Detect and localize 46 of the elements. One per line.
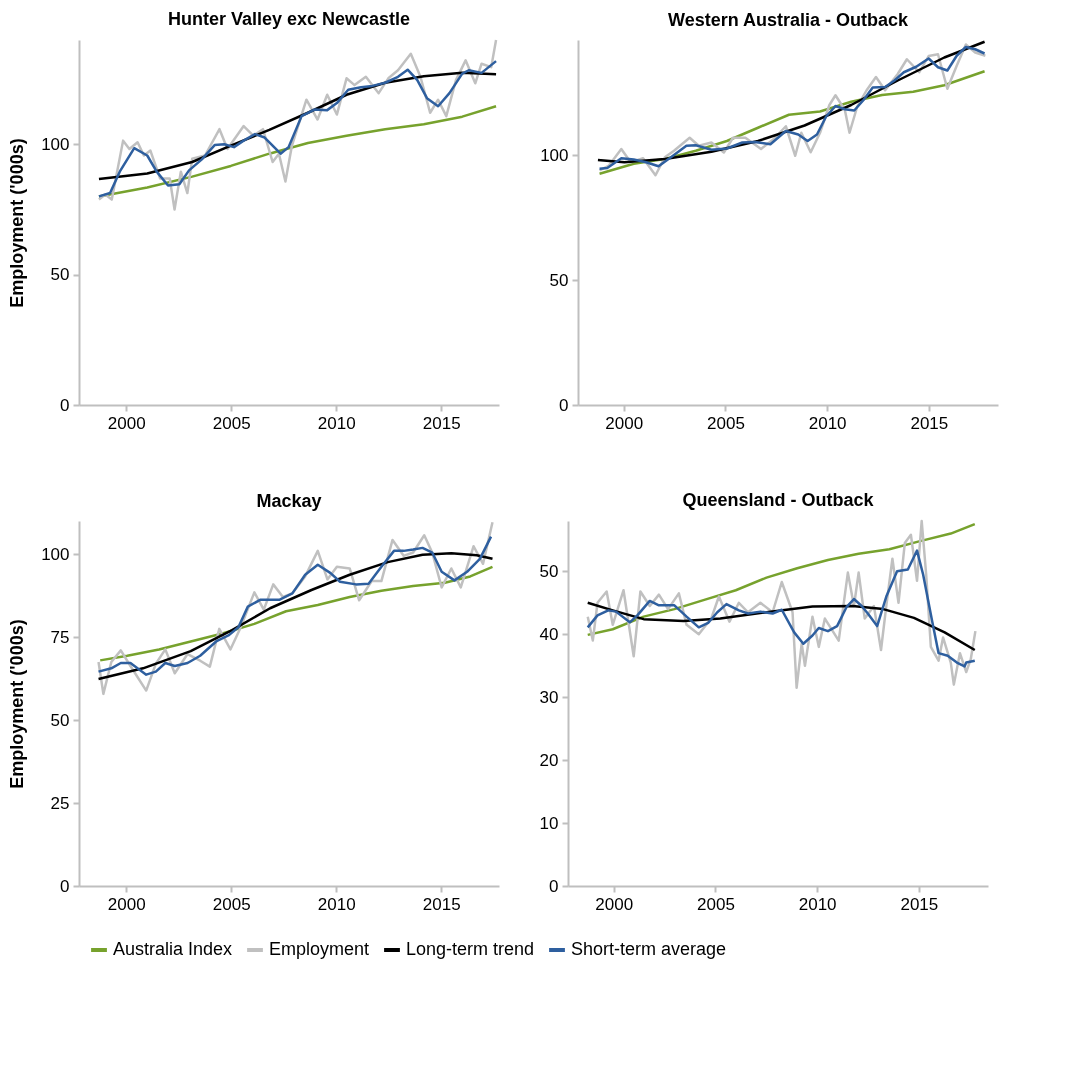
chart-title: Western Australia - Outback	[667, 10, 910, 30]
x-tick-label: 2015	[910, 413, 949, 433]
x-tick-label: 2005	[212, 894, 251, 914]
y-tick-label: 0	[549, 876, 559, 896]
y-tick-label: 0	[60, 876, 70, 896]
legend-label: Employment	[269, 939, 370, 959]
y-tick-label: 50	[549, 270, 569, 290]
y-tick-label: 100	[41, 544, 70, 564]
y-tick-label: 50	[50, 265, 70, 285]
y-tick-label: 10	[539, 813, 559, 833]
x-tick-label: 2000	[605, 413, 644, 433]
x-tick-label: 2005	[697, 894, 735, 914]
line-series	[586, 549, 977, 668]
legend-label: Long-term trend	[406, 939, 535, 959]
y-tick-label: 0	[559, 395, 569, 415]
x-tick-label: 2015	[900, 894, 939, 914]
y-tick-label: 100	[540, 145, 569, 165]
y-tick-label: 50	[539, 561, 559, 581]
x-tick-label: 2015	[422, 413, 461, 433]
x-tick-label: 2000	[107, 413, 146, 433]
legend-label: Australia Index	[113, 939, 233, 959]
x-tick-label: 2010	[317, 413, 356, 433]
y-tick-label: 20	[539, 750, 559, 770]
x-tick-label: 2015	[422, 894, 461, 914]
x-tick-label: 2005	[212, 413, 251, 433]
x-tick-label: 2000	[107, 894, 146, 914]
x-tick-label: 2000	[595, 894, 634, 914]
y-tick-label: 30	[539, 687, 559, 707]
legend-label: Short-term average	[571, 939, 727, 959]
x-tick-label: 2010	[808, 413, 847, 433]
y-tick-label: 25	[50, 793, 70, 813]
x-tick-label: 2010	[317, 894, 356, 914]
x-tick-label: 2005	[707, 413, 745, 433]
y-axis-title: Employment ('000s)	[7, 619, 28, 789]
y-tick-label: 100	[41, 134, 70, 154]
y-tick-label: 75	[50, 627, 70, 647]
line-series	[586, 522, 977, 637]
y-axis-title: Employment ('000s)	[7, 138, 28, 308]
x-tick-label: 2010	[798, 894, 837, 914]
y-tick-label: 40	[539, 624, 559, 644]
chart-title: Hunter Valley exc Newcastle	[167, 8, 411, 29]
y-tick-label: 50	[50, 710, 70, 730]
chart-title: Mackay	[256, 491, 322, 511]
y-tick-label: 0	[60, 395, 70, 415]
chart-title: Queensland - Outback	[682, 489, 875, 510]
line-series	[97, 59, 498, 198]
